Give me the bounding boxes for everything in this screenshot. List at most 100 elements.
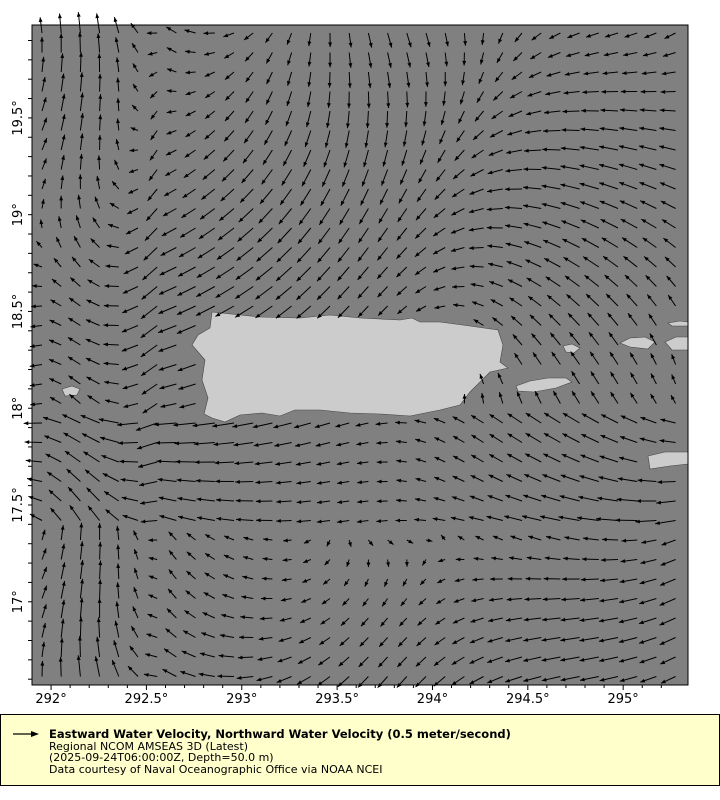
velocity-arrow (296, 305, 312, 319)
velocity-arrow (619, 108, 638, 113)
velocity-arrow (337, 247, 350, 263)
velocity-arrow (607, 312, 619, 326)
velocity-arrow (451, 496, 465, 502)
velocity-arrow (224, 110, 235, 122)
velocity-arrow (296, 480, 311, 485)
velocity-arrow (476, 91, 485, 103)
velocity-arrow (418, 598, 427, 606)
velocity-arrow (621, 538, 638, 543)
velocity-arrow (261, 169, 273, 185)
velocity-arrow (434, 456, 446, 463)
velocity-arrow (585, 293, 600, 307)
velocity-arrow (165, 628, 177, 638)
velocity-arrow (489, 280, 503, 287)
velocity-arrow (60, 134, 66, 151)
velocity-arrow (239, 188, 254, 204)
velocity-arrow (512, 52, 523, 62)
velocity-arrow (296, 676, 312, 685)
velocity-arrow (87, 505, 100, 521)
velocity-arrow (260, 596, 273, 601)
velocity-arrow (263, 537, 273, 542)
velocity-arrow (41, 76, 47, 92)
velocity-arrow (276, 518, 292, 523)
velocity-arrow (661, 219, 676, 229)
velocity-arrow (639, 598, 657, 605)
velocity-arrow (201, 188, 216, 200)
velocity-arrow (103, 490, 120, 502)
velocity-arrow (488, 617, 503, 623)
velocity-arrow (406, 539, 414, 544)
velocity-arrow (437, 149, 446, 164)
velocity-arrow (141, 383, 158, 395)
velocity-arrow (414, 517, 427, 522)
velocity-arrow (507, 433, 523, 443)
velocity-arrow (162, 668, 177, 677)
velocity-arrow (41, 198, 45, 209)
velocity-arrow (542, 221, 561, 229)
velocity-arrow (605, 293, 619, 307)
velocity-arrow (360, 617, 369, 627)
velocity-arrow (650, 353, 657, 365)
velocity-arrow (425, 71, 429, 88)
velocity-arrow (590, 371, 600, 385)
velocity-arrow (95, 636, 101, 658)
velocity-arrow (623, 52, 638, 57)
velocity-arrow (504, 187, 523, 192)
velocity-arrow (590, 391, 600, 404)
velocity-arrow (516, 391, 523, 404)
velocity-arrow (454, 578, 465, 583)
velocity-arrow (525, 432, 542, 443)
velocity-arrow (204, 572, 216, 580)
velocity-arrow (116, 118, 120, 131)
velocity-arrow (524, 453, 542, 463)
velocity-arrow (219, 633, 235, 638)
velocity-arrow (133, 530, 139, 541)
velocity-arrow (147, 188, 158, 202)
velocity-arrow (163, 188, 177, 197)
velocity-arrow (624, 274, 638, 287)
velocity-arrow (48, 358, 62, 365)
velocity-arrow (323, 149, 331, 168)
velocity-arrow (636, 499, 657, 503)
velocity-arrow (67, 486, 81, 502)
velocity-arrow (531, 333, 542, 346)
velocity-arrow (77, 194, 82, 209)
velocity-arrow (564, 71, 580, 76)
velocity-arrow (116, 544, 121, 560)
velocity-arrow (541, 656, 561, 662)
velocity-arrow (571, 390, 581, 404)
velocity-arrow (423, 91, 428, 107)
velocity-arrow (414, 419, 427, 424)
velocity-arrow (406, 71, 411, 88)
velocity-arrow (256, 518, 273, 523)
velocity-arrow (659, 637, 676, 646)
velocity-arrow (106, 244, 119, 249)
velocity-arrow (539, 515, 561, 521)
velocity-arrow (549, 332, 561, 346)
velocity-arrow (507, 413, 523, 424)
velocity-arrow (140, 325, 158, 339)
velocity-arrow (443, 71, 448, 87)
velocity-arrow (450, 516, 465, 521)
velocity-arrow (660, 656, 676, 665)
velocity-arrow (579, 475, 599, 482)
velocity-arrow (640, 676, 657, 683)
velocity-arrow (419, 149, 427, 165)
velocity-arrow (387, 52, 392, 68)
velocity-arrow (505, 168, 523, 173)
velocity-arrow (50, 299, 62, 307)
velocity-arrow (358, 656, 369, 668)
velocity-arrow (414, 266, 427, 276)
velocity-arrow (639, 656, 657, 664)
velocity-arrow (99, 436, 119, 443)
velocity-arrow (644, 32, 657, 39)
velocity-arrow (235, 479, 254, 484)
velocity-arrow (59, 637, 64, 658)
velocity-arrow (567, 32, 580, 39)
velocity-arrow (148, 556, 158, 561)
velocity-arrow (626, 293, 638, 307)
velocity-arrow (239, 635, 254, 640)
velocity-arrow (213, 442, 235, 447)
velocity-arrow (528, 71, 542, 79)
velocity-arrow (514, 352, 523, 365)
